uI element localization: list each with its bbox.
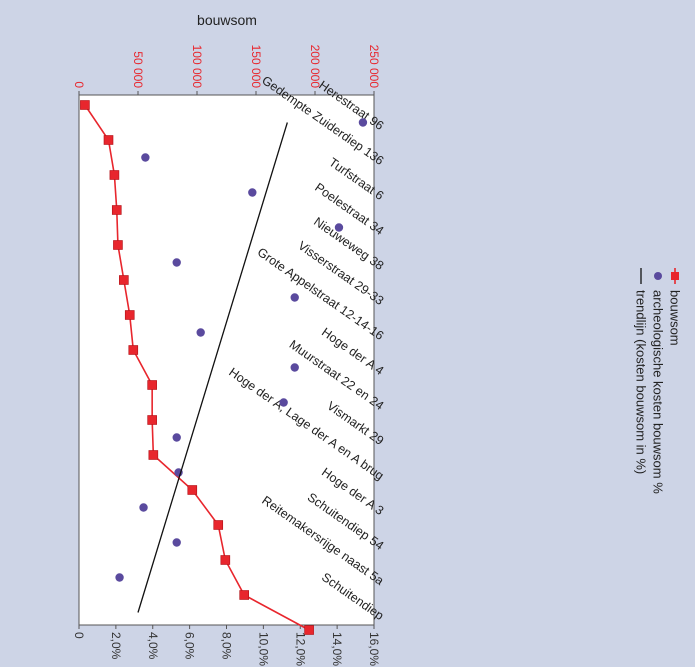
bouwsom-point — [147, 380, 157, 390]
left-axis-tick-label: 150 000 — [249, 45, 263, 89]
legend-label: archeologische kosten bouwsom % — [651, 290, 666, 494]
bouwsom-point — [187, 485, 198, 495]
percentage-point — [334, 223, 344, 232]
trendline — [137, 122, 288, 613]
percentage-point — [172, 433, 181, 442]
percentage-point — [115, 573, 124, 582]
legend-label: trendlijn (kosten bouwsom in %) — [634, 290, 649, 474]
left-axis-tick-label: 50 000 — [131, 51, 145, 88]
bouwsom-point — [119, 275, 129, 285]
right-axis-tick-label: 12,0% — [293, 632, 307, 666]
percentage-point — [139, 503, 148, 512]
left-axis: 250 000 200 000 150 000 100 000 50 000 0 bouws… — [72, 12, 381, 96]
right-axis-tick-label: 4,0% — [146, 632, 160, 660]
bouwsom-point — [80, 100, 90, 110]
right-axis-tick-label: 16,0% — [367, 632, 381, 666]
left-axis-title: bouwsom — [197, 12, 257, 28]
legend-bouwsom-marker — [671, 272, 679, 280]
right-axis-tick-label: 6,0% — [183, 632, 197, 660]
left-axis-tick-label: 0 — [72, 81, 86, 88]
left-axis-tick-label: 250 000 — [367, 45, 381, 89]
left-axis-tick-label: 100 000 — [190, 45, 204, 89]
bouwsom-point — [213, 520, 224, 530]
chart-marks — [80, 100, 368, 635]
percentage-point — [279, 398, 288, 407]
rotated-chart-group: 250 000 200 000 150 000 100 000 50 000 0 bouws… — [72, 12, 683, 666]
bouwsom-point — [111, 205, 122, 215]
right-axis-tick-label: 14,0% — [330, 632, 344, 666]
percentage-point — [172, 258, 181, 267]
bouwsom-line — [84, 104, 310, 631]
percentage-point — [290, 293, 299, 302]
bouwsom-point — [239, 590, 250, 600]
percentage-point — [358, 118, 368, 127]
bouwsom-point — [220, 555, 231, 565]
right-axis-tick-label: 8,0% — [220, 632, 234, 660]
bouwsom-point — [103, 135, 114, 145]
bouwsom-point — [147, 415, 157, 425]
percentage-point — [196, 328, 205, 337]
percentage-point — [248, 188, 257, 197]
bouwsom-point — [304, 625, 314, 635]
percentage-point — [141, 153, 150, 162]
right-axis-tick-label: 10,0% — [256, 632, 270, 666]
bouwsom-point — [124, 310, 135, 320]
legend-label: bouwsom — [668, 290, 683, 346]
bouwsom-point — [109, 170, 120, 180]
bouwsom-point — [113, 240, 123, 250]
right-axis-tick-label: 2,0% — [109, 632, 123, 660]
bouwsom-point — [128, 345, 139, 355]
left-axis-tick-label: 200 000 — [308, 45, 322, 89]
bouwsom-point — [148, 450, 159, 460]
percentage-point — [172, 538, 181, 547]
right-axis: 16,0%14,0%12,0%10,0%8,0%6,0%4,0%2,0%0per… — [72, 624, 381, 666]
percentage-point — [290, 363, 299, 372]
legend-percentage-marker — [654, 272, 662, 280]
right-axis-tick-label: 0 — [72, 632, 86, 639]
